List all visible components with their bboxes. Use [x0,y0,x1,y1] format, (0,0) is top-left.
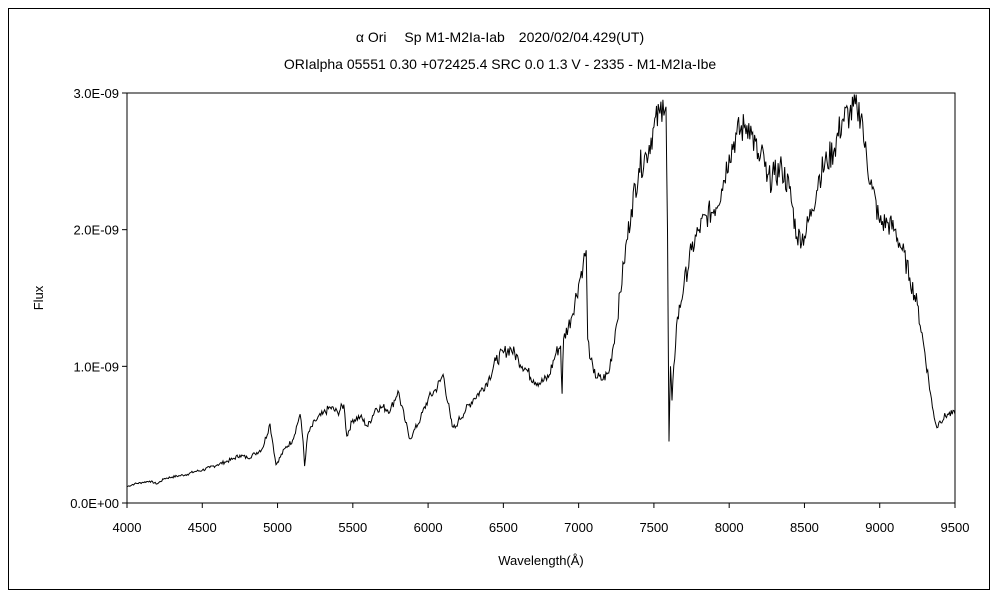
x-tick-label: 8500 [790,520,819,535]
x-tick-label: 7500 [639,520,668,535]
y-axis-label: Flux [31,285,46,310]
chart-frame [8,8,990,590]
y-tick-label: 3.0E-09 [73,86,119,101]
y-tick-label: 1.0E-09 [73,359,119,374]
x-tick-label: 6000 [414,520,443,535]
x-tick-label: 8000 [715,520,744,535]
x-tick-label: 9500 [941,520,970,535]
x-axis-label: Wavelength(Å) [498,553,584,568]
chart-title: α Ori Sp M1-M2Ia-Iab 2020/02/04.429(UT) [355,29,645,45]
x-tick-label: 9000 [865,520,894,535]
x-tick-label: 5000 [263,520,292,535]
y-tick-label: 0.0E+00 [70,496,119,511]
y-tick-label: 2.0E-09 [73,223,119,238]
x-tick-label: 7000 [564,520,593,535]
y-axis: 0.0E+00 1.0E-09 2.0E-09 3.0E-09 [70,86,127,511]
plot-area [126,92,956,504]
chart-subtitle: ORIalpha 05551 0.30 +072425.4 SRC 0.0 1.… [283,56,717,72]
x-tick-label: 4500 [188,520,217,535]
x-tick-label: 4000 [113,520,142,535]
x-tick-label: 5500 [338,520,367,535]
x-tick-label: 6500 [489,520,518,535]
x-axis: 4000 4500 5000 5500 6000 6500 7000 7500 8000 8500… [113,503,970,535]
series-line [126,94,956,488]
